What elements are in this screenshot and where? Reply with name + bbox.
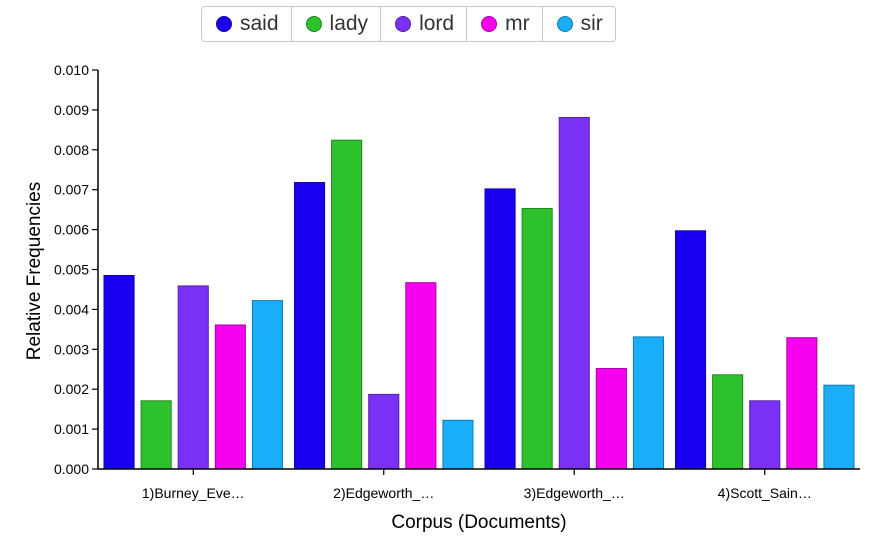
x-tick-label: 3)Edgeworth_… <box>524 485 625 501</box>
legend-swatch <box>216 16 232 32</box>
bar-sir-3[interactable] <box>632 336 665 470</box>
legend-item-lord[interactable]: lord <box>381 7 468 41</box>
bar-mr-1[interactable] <box>214 324 246 470</box>
y-axis-label: Relative Frequencies <box>24 182 45 360</box>
y-tick-label: 0.005 <box>54 262 89 278</box>
y-tick-label: 0.000 <box>54 461 89 477</box>
bars-group <box>103 117 855 470</box>
y-tick-label: 0.007 <box>54 182 89 198</box>
bar-said-3[interactable] <box>484 188 516 470</box>
bar-lady-1[interactable] <box>140 400 172 470</box>
bar-said-2[interactable] <box>294 182 326 470</box>
y-tick-label: 0.009 <box>54 102 89 118</box>
bar-lord-1[interactable] <box>177 285 209 470</box>
bar-mr-2[interactable] <box>405 282 437 470</box>
bar-mr-4[interactable] <box>786 337 818 470</box>
x-axis-label: Corpus (Documents) <box>391 512 566 533</box>
bar-lady-2[interactable] <box>331 139 363 470</box>
x-tick-label: 1)Burney_Eve… <box>142 485 245 501</box>
x-tick-label: 2)Edgeworth_… <box>333 485 434 501</box>
bar-said-1[interactable] <box>103 275 135 470</box>
bar-said-4[interactable] <box>675 230 707 470</box>
bar-sir-2[interactable] <box>442 419 474 470</box>
bar-sir-4[interactable] <box>823 384 855 470</box>
y-axis: 0.000 0.001 0.002 0.003 0.004 0.005 0.006 0.007… <box>54 62 99 477</box>
legend-item-sir[interactable]: sir <box>543 7 615 41</box>
bar-sir-1[interactable] <box>251 300 283 470</box>
bar-lord-2[interactable] <box>368 393 400 470</box>
bar-lady-3[interactable] <box>521 208 553 470</box>
bar-lord-4[interactable] <box>749 400 781 470</box>
x-tick-label: 4)Scott_Sain… <box>718 485 812 501</box>
legend-item-said[interactable]: said <box>202 7 292 41</box>
x-axis: 1)Burney_Eve… 2)Edgeworth_… 3)Edgeworth_… 4… <box>98 468 860 501</box>
y-tick-label: 0.002 <box>54 381 89 397</box>
bar-lady-4[interactable] <box>712 374 744 470</box>
chart-legend: said lady lord mr sir <box>201 6 616 42</box>
bar-mr-3[interactable] <box>595 368 627 470</box>
legend-swatch <box>481 16 498 32</box>
y-tick-label: 0.006 <box>54 222 89 238</box>
legend-item-lady[interactable]: lady <box>292 7 382 41</box>
y-tick-label: 0.004 <box>54 301 89 317</box>
legend-label: lady <box>329 12 369 35</box>
y-tick-label: 0.010 <box>54 62 89 78</box>
legend-swatch <box>305 16 322 32</box>
y-tick-label: 0.003 <box>54 341 89 357</box>
legend-label: lord <box>419 12 455 35</box>
legend-label: said <box>240 12 279 35</box>
bar-lord-3[interactable] <box>558 117 590 470</box>
legend-item-mr[interactable]: mr <box>467 7 543 41</box>
legend-label: sir <box>580 12 603 35</box>
legend-swatch <box>395 16 412 32</box>
legend-label: mr <box>505 12 530 35</box>
y-tick-label: 0.008 <box>54 142 89 158</box>
y-tick-label: 0.001 <box>54 421 89 437</box>
legend-swatch <box>556 16 573 32</box>
